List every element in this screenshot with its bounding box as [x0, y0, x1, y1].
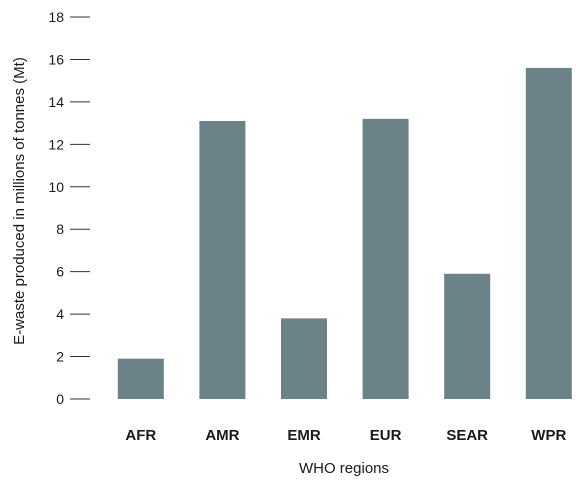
y-tick-label: 2 [56, 349, 64, 365]
bar-sear [444, 273, 491, 399]
y-tick-label: 4 [56, 306, 64, 322]
y-tick-label: 8 [56, 221, 64, 237]
y-tick-label: 12 [48, 136, 64, 152]
x-category-label: SEAR [446, 427, 488, 444]
bar-amr [199, 120, 246, 399]
x-axis-title: WHO regions [299, 460, 389, 477]
bar-eur [362, 118, 409, 399]
x-category-label: AMR [205, 427, 239, 444]
y-tick-label: 6 [56, 264, 64, 280]
x-category-label: WPR [531, 427, 566, 444]
x-category-label: AFR [125, 427, 156, 444]
y-tick-label: 18 [48, 9, 64, 25]
y-tick-label: 14 [48, 94, 64, 110]
x-category-label: EMR [287, 427, 321, 444]
y-tick-label: 10 [48, 179, 64, 195]
y-axis-ticks: 0 2 4 6 8 10 12 14 16 18 [48, 9, 90, 407]
y-axis-title: E-waste produced in millions of tonnes (… [11, 57, 28, 345]
y-tick-label: 0 [56, 391, 64, 407]
bars [117, 67, 572, 399]
bar-wpr [525, 67, 572, 399]
bar-afr [117, 358, 164, 399]
x-category-label: EUR [370, 427, 402, 444]
x-axis-category-labels: AFR AMR EMR EUR SEAR WPR [125, 427, 566, 444]
bar-emr [281, 318, 327, 399]
y-tick-label: 16 [48, 51, 64, 67]
